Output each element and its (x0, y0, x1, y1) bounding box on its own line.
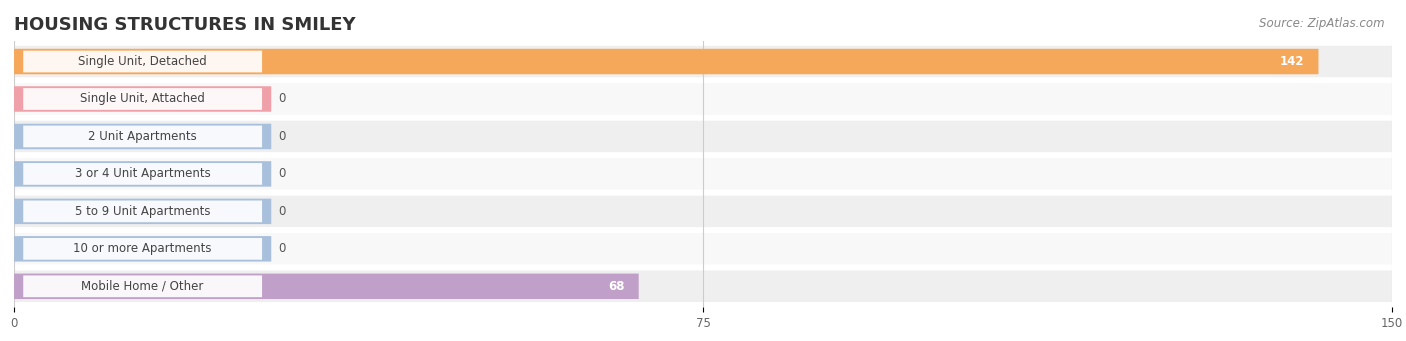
FancyBboxPatch shape (14, 270, 1392, 302)
Text: 0: 0 (278, 92, 285, 105)
FancyBboxPatch shape (24, 88, 262, 110)
FancyBboxPatch shape (14, 86, 271, 112)
FancyBboxPatch shape (14, 46, 1392, 77)
Text: Single Unit, Detached: Single Unit, Detached (79, 55, 207, 68)
FancyBboxPatch shape (14, 158, 1392, 190)
FancyBboxPatch shape (24, 163, 262, 185)
Text: 0: 0 (278, 167, 285, 180)
Text: Single Unit, Attached: Single Unit, Attached (80, 92, 205, 105)
FancyBboxPatch shape (24, 238, 262, 260)
FancyBboxPatch shape (14, 196, 1392, 227)
Text: 0: 0 (278, 205, 285, 218)
Text: Mobile Home / Other: Mobile Home / Other (82, 280, 204, 293)
FancyBboxPatch shape (14, 236, 271, 262)
FancyBboxPatch shape (14, 49, 1319, 74)
Text: 0: 0 (278, 130, 285, 143)
Text: 10 or more Apartments: 10 or more Apartments (73, 242, 212, 255)
FancyBboxPatch shape (24, 276, 262, 297)
FancyBboxPatch shape (24, 51, 262, 72)
Text: 0: 0 (278, 242, 285, 255)
FancyBboxPatch shape (14, 233, 1392, 265)
FancyBboxPatch shape (14, 273, 638, 299)
Text: Source: ZipAtlas.com: Source: ZipAtlas.com (1260, 17, 1385, 30)
FancyBboxPatch shape (14, 124, 271, 149)
Text: 3 or 4 Unit Apartments: 3 or 4 Unit Apartments (75, 167, 211, 180)
FancyBboxPatch shape (24, 201, 262, 222)
Text: 68: 68 (609, 280, 624, 293)
FancyBboxPatch shape (14, 199, 271, 224)
Text: 5 to 9 Unit Apartments: 5 to 9 Unit Apartments (75, 205, 211, 218)
FancyBboxPatch shape (24, 125, 262, 147)
Text: 2 Unit Apartments: 2 Unit Apartments (89, 130, 197, 143)
FancyBboxPatch shape (14, 161, 271, 187)
FancyBboxPatch shape (14, 121, 1392, 152)
Text: HOUSING STRUCTURES IN SMILEY: HOUSING STRUCTURES IN SMILEY (14, 16, 356, 34)
FancyBboxPatch shape (14, 83, 1392, 115)
Text: 142: 142 (1281, 55, 1305, 68)
